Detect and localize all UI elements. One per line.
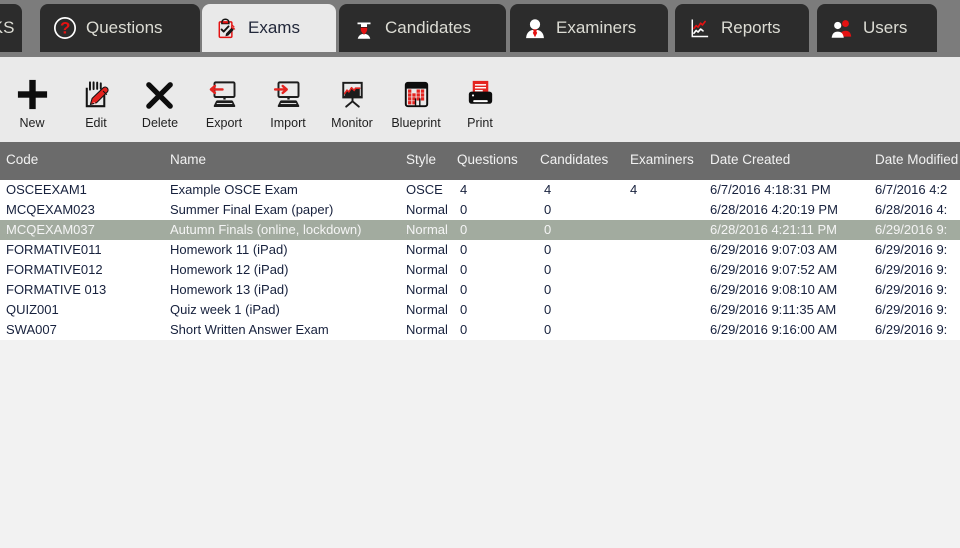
svg-text:?: ?: [60, 19, 70, 38]
